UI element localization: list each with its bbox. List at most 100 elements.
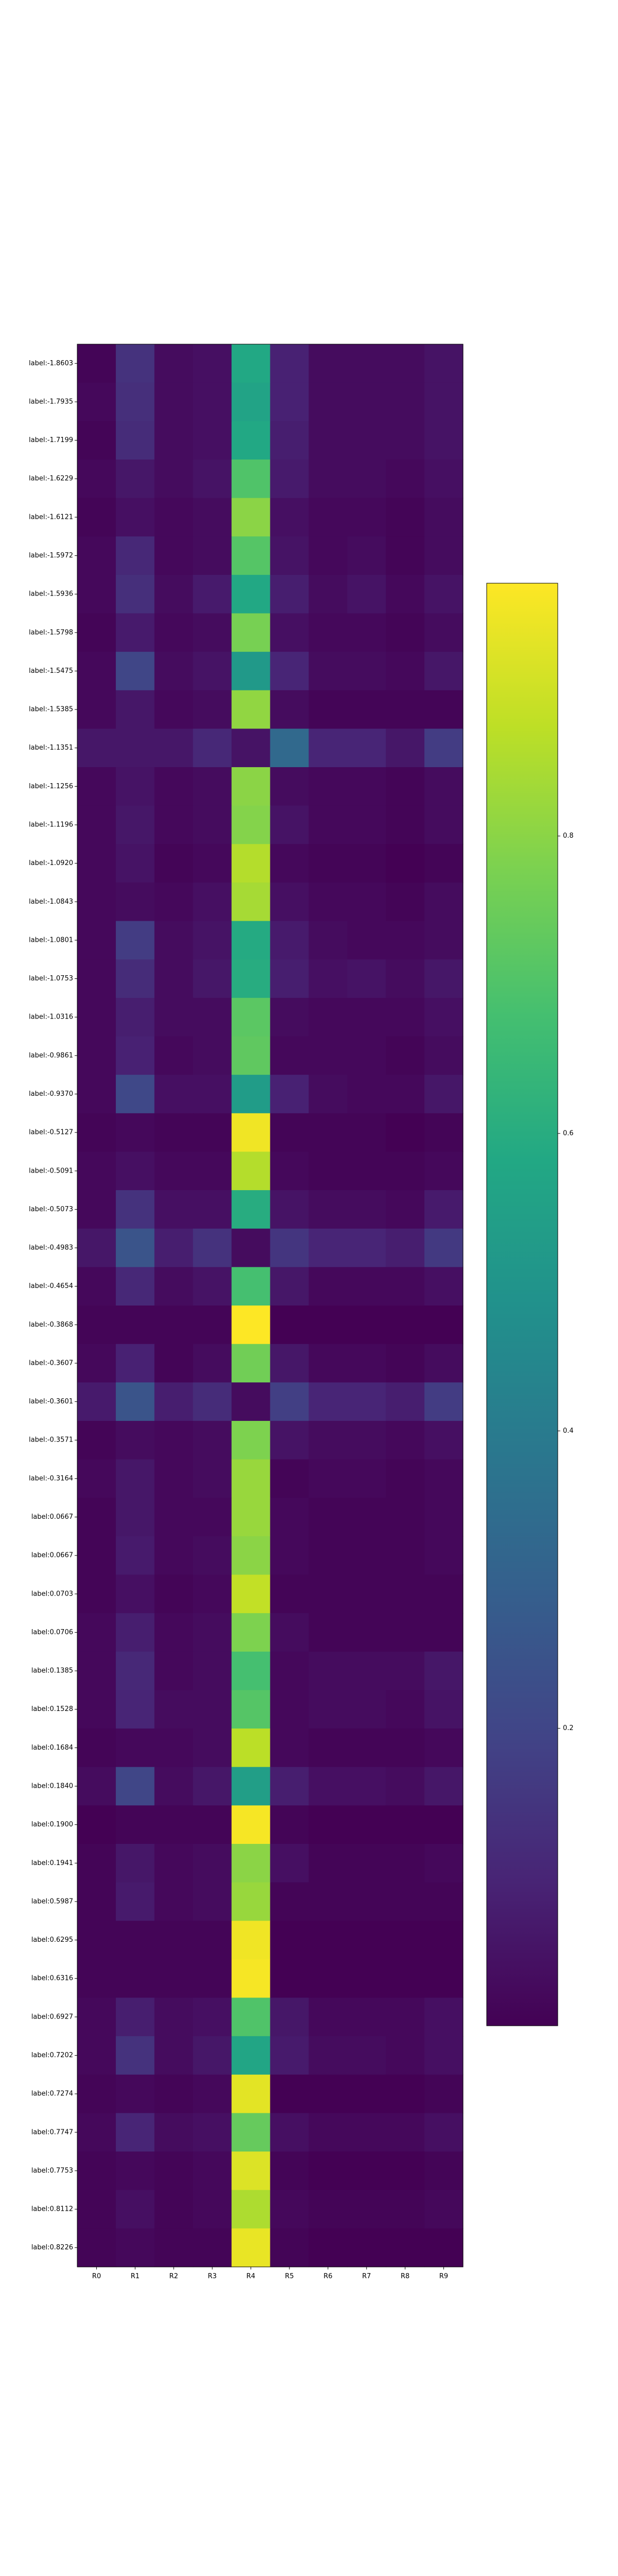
heatmap-cell <box>347 1190 386 1229</box>
heatmap-cell <box>424 1306 464 1345</box>
heatmap-cell <box>270 421 309 460</box>
heatmap-cell <box>386 882 425 922</box>
heatmap-cell <box>231 728 271 768</box>
heatmap-cell <box>347 844 386 883</box>
heatmap-cell <box>231 1190 271 1229</box>
heatmap-cell <box>231 382 271 421</box>
heatmap-cell <box>115 767 155 806</box>
column-labels: R0 R1 R2 R3 R4 R5 R6 R7 R8 R9 <box>92 2267 448 2280</box>
colorbar-tick-label: 0.8 <box>563 832 574 840</box>
row-label: label:-0.9370 <box>29 1090 73 1098</box>
row-label: label:-1.5936 <box>29 590 73 598</box>
heatmap-cell <box>231 344 271 383</box>
row-label: label:0.6295 <box>31 1936 73 1944</box>
heatmap-cell <box>424 1420 464 1460</box>
heatmap-cell <box>154 1228 194 1267</box>
heatmap-cell <box>115 574 155 614</box>
heatmap-cell <box>115 1420 155 1460</box>
heatmap-cell <box>193 2151 232 2191</box>
heatmap-cell <box>424 1997 464 2037</box>
heatmap-cell <box>270 1459 309 1498</box>
column-label: R0 <box>92 2273 101 2280</box>
column-label: R4 <box>246 2273 255 2280</box>
heatmap-cell <box>77 344 116 383</box>
row-label: label:0.7753 <box>31 2167 73 2175</box>
heatmap-cell <box>386 344 425 383</box>
heatmap-cell <box>231 498 271 537</box>
heatmap-cell <box>193 421 232 460</box>
heatmap-cell <box>154 959 194 998</box>
heatmap-cell <box>270 2151 309 2191</box>
heatmap-cell <box>308 536 348 575</box>
heatmap-cell <box>270 2036 309 2075</box>
heatmap-cell <box>308 1728 348 1768</box>
heatmap-cell <box>193 690 232 729</box>
heatmap-cell <box>347 1536 386 1575</box>
heatmap-cell <box>77 459 116 499</box>
heatmap-cell <box>347 921 386 960</box>
heatmap-cell <box>386 1228 425 1267</box>
heatmap-cell <box>231 2074 271 2114</box>
heatmap-cell <box>77 882 116 922</box>
heatmap-cell <box>231 1075 271 1114</box>
heatmap-cell <box>193 1767 232 1806</box>
row-label: label:-0.3607 <box>29 1359 73 1367</box>
heatmap-cell <box>308 2190 348 2229</box>
heatmap-cell <box>270 2190 309 2229</box>
heatmap-cell <box>231 1728 271 1768</box>
heatmap-cell <box>231 882 271 922</box>
heatmap-cell <box>308 1767 348 1806</box>
heatmap-cell <box>424 921 464 960</box>
heatmap-cell <box>154 1190 194 1229</box>
heatmap-cell <box>231 2113 271 2152</box>
heatmap-cell <box>347 997 386 1037</box>
heatmap-cell <box>154 1036 194 1075</box>
heatmap-cell <box>77 1767 116 1806</box>
heatmap-cell <box>270 2113 309 2152</box>
heatmap-cell <box>115 1228 155 1267</box>
heatmap-cell <box>115 1574 155 1614</box>
heatmap-cell <box>115 1459 155 1498</box>
row-label: label:-1.0843 <box>29 898 73 906</box>
heatmap-cell <box>386 2190 425 2229</box>
heatmap-cell <box>231 613 271 652</box>
heatmap-cell <box>115 1767 155 1806</box>
heatmap-cell <box>424 1651 464 1690</box>
heatmap-cell <box>231 1805 271 1844</box>
heatmap-cell <box>270 1113 309 1153</box>
heatmap-cell <box>193 1151 232 1191</box>
row-labels: label:-1.8603 label:-1.7935 label:-1.7199 l… <box>29 360 77 2251</box>
heatmap-cell <box>154 498 194 537</box>
heatmap-cell <box>77 1997 116 2037</box>
row-label: label:0.1900 <box>31 1821 73 1828</box>
heatmap-cell <box>154 1498 194 1537</box>
heatmap-cell <box>308 1613 348 1652</box>
heatmap-cell <box>424 1690 464 1729</box>
heatmap-cell <box>193 1882 232 1921</box>
heatmap-cell <box>386 1613 425 1652</box>
heatmap-cell <box>424 1921 464 1960</box>
heatmap-cell <box>308 1690 348 1729</box>
heatmap-cell <box>231 1459 271 1498</box>
heatmap-cell <box>115 1036 155 1075</box>
heatmap-cell <box>270 1344 309 1383</box>
heatmap-cell <box>231 1151 271 1191</box>
heatmap-cell <box>308 1344 348 1383</box>
heatmap-cell <box>424 690 464 729</box>
heatmap-cell <box>347 2228 386 2267</box>
heatmap-cell <box>154 805 194 844</box>
heatmap-cell <box>154 382 194 421</box>
heatmap-cell <box>424 2151 464 2191</box>
heatmap-cell <box>193 997 232 1037</box>
heatmap-cell <box>154 1882 194 1921</box>
heatmap-cell <box>424 2190 464 2229</box>
heatmap-cell <box>308 1997 348 2037</box>
heatmap-cell <box>115 690 155 729</box>
column-label: R3 <box>208 2273 216 2280</box>
heatmap-cell <box>231 1843 271 1883</box>
heatmap-cell <box>115 459 155 499</box>
heatmap-cell <box>347 1843 386 1883</box>
heatmap-cell <box>386 1190 425 1229</box>
heatmap-cell <box>386 844 425 883</box>
row-label: label:-1.7935 <box>29 398 73 405</box>
